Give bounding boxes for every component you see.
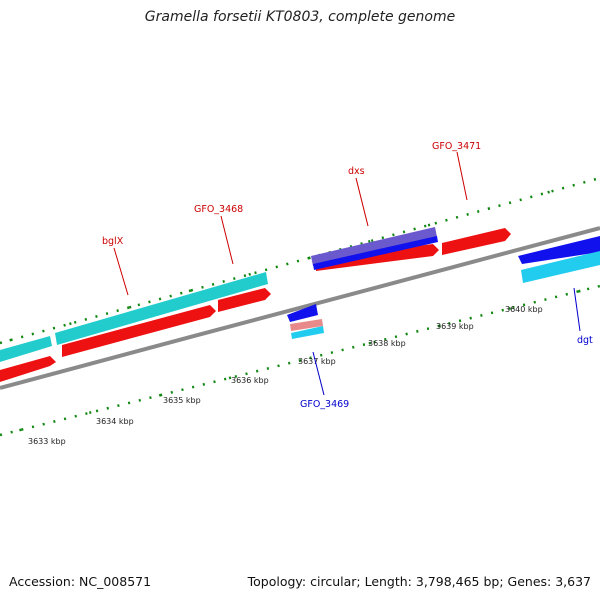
forward-red-track xyxy=(0,228,511,382)
accession-text: Accession: NC_008571 xyxy=(9,574,152,589)
scale-label-3634: 3634 kbp xyxy=(96,417,134,426)
leader-dgt xyxy=(573,287,581,332)
leader-dxs xyxy=(355,177,369,227)
lower-tick-track xyxy=(0,284,600,437)
gene-red-GFO-3471 xyxy=(442,228,511,255)
gene-red-dxs xyxy=(316,244,439,271)
gene-pink-GFO-3469 xyxy=(290,319,323,331)
gene-cyan-GFO-3469 xyxy=(291,326,324,339)
gene-red-1 xyxy=(0,356,56,382)
map-title: Gramella forsetii KT0803, complete genom… xyxy=(144,9,456,25)
leader-bglX xyxy=(113,247,129,296)
gene-label-dxs: dxs xyxy=(348,166,365,177)
upper-tick-track xyxy=(0,176,600,345)
gene-label-GFO-3468: GFO_3468 xyxy=(194,204,243,215)
scale-label-3633: 3633 kbp xyxy=(28,437,66,446)
scale-label-3638: 3638 kbp xyxy=(368,339,406,348)
scale-label-3639: 3639 kbp xyxy=(436,322,474,331)
scale-label-3637: 3637 kbp xyxy=(298,357,336,366)
genome-backbone xyxy=(0,226,600,390)
scale-label-3636: 3636 kbp xyxy=(231,376,269,385)
gene-cyan-2 xyxy=(55,272,268,345)
forward-cyan-track xyxy=(0,272,268,362)
label-leaders xyxy=(113,151,581,396)
leader-GFO-3471 xyxy=(456,151,468,201)
gene-blue-dxs xyxy=(313,236,438,270)
leader-GFO-3469 xyxy=(312,351,325,396)
gene-label-GFO-3471: GFO_3471 xyxy=(432,141,481,152)
gene-blue-GFO-3469 xyxy=(287,304,318,322)
gene-label-bglX: bglX xyxy=(102,236,124,247)
lower-major-ticks xyxy=(0,284,600,437)
gene-purple-dxs xyxy=(311,227,437,266)
gene-cyan-dgt xyxy=(521,251,600,283)
scale-label-3640: 3640 kbp xyxy=(505,305,543,314)
gene-label-GFO-3469: GFO_3469 xyxy=(300,399,349,410)
gene-cyan-1 xyxy=(0,336,52,362)
leader-GFO-3468 xyxy=(220,215,234,265)
scale-label-3635: 3635 kbp xyxy=(163,396,201,405)
gene-red-GFO-3468 xyxy=(218,288,271,312)
gene-red-bglX xyxy=(62,305,216,357)
upper-minor-ticks xyxy=(0,176,600,345)
gene-blue-dgt xyxy=(518,236,600,264)
genome-summary-text: Topology: circular; Length: 3,798,465 bp… xyxy=(247,574,591,589)
gene-label-dgt: dgt xyxy=(577,335,593,346)
scale-labels: 3633 kbp 3634 kbp 3635 kbp 3636 kbp 3637… xyxy=(28,305,543,446)
gene-labels: bglX GFO_3468 dxs GFO_3471 GFO_3469 dgt xyxy=(102,141,593,410)
